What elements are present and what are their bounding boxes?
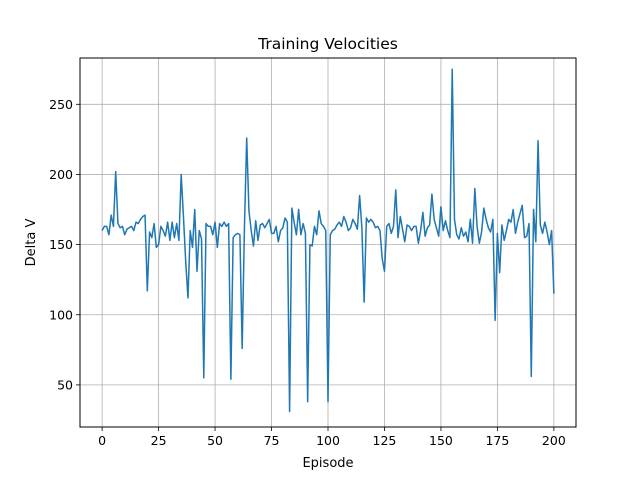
ticks: 0 25 50 75 100 125 150 175 200 50 100 150 200 250 [49,97,566,448]
y-axis-label: Delta V [24,219,39,267]
y-tick-label: 150 [49,237,73,252]
x-tick-label: 75 [264,433,280,448]
x-tick-label: 100 [316,433,340,448]
grid [80,58,576,427]
x-tick-label: 50 [207,433,223,448]
x-tick-label: 125 [373,433,397,448]
x-tick-label: 150 [429,433,453,448]
y-tick-label: 250 [49,97,73,112]
x-axis-label: Episode [302,456,353,471]
x-tick-label: 175 [485,433,509,448]
x-tick-label: 200 [542,433,566,448]
y-tick-label: 100 [49,307,73,322]
series-layer [101,68,555,413]
series-line [101,68,555,413]
x-tick-label: 0 [98,433,106,448]
chart-title: Training Velocities [257,35,398,53]
y-tick-label: 50 [57,377,73,392]
y-tick-label: 200 [49,167,73,182]
x-tick-label: 25 [151,433,167,448]
